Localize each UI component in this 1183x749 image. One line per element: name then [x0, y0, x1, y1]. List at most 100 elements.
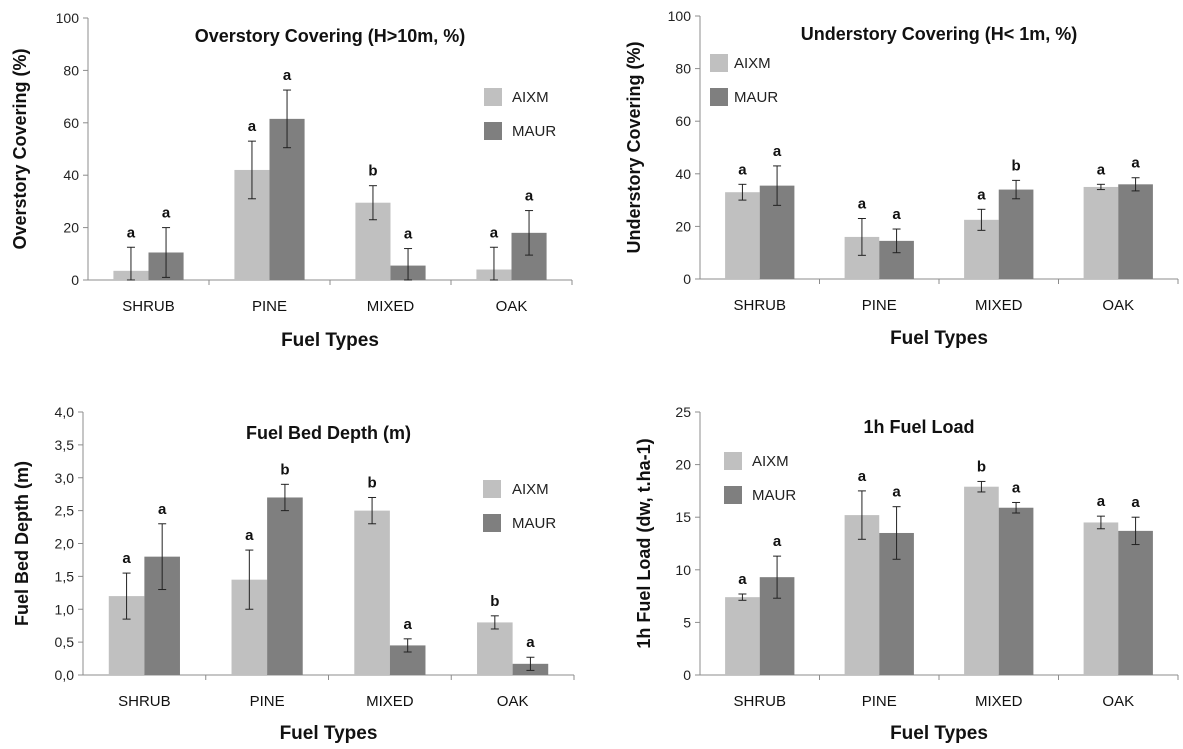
significance-letter: b — [367, 474, 376, 491]
bar-aixm — [964, 486, 999, 675]
significance-letter: a — [248, 118, 257, 135]
y-tick-label: 3,5 — [55, 437, 75, 453]
x-axis-title: Fuel Types — [281, 330, 379, 351]
bar-aixm — [725, 192, 760, 279]
x-category-label: MIXED — [366, 693, 414, 710]
y-tick-label: 3,0 — [55, 470, 75, 486]
y-tick-label: 5 — [683, 614, 691, 630]
significance-letter: a — [1131, 494, 1140, 511]
x-category-label: PINE — [862, 693, 897, 710]
legend-swatch-aixm — [724, 452, 742, 470]
significance-letter: a — [738, 571, 747, 588]
y-tick-label: 0 — [683, 271, 691, 287]
x-category-label: SHRUB — [118, 693, 171, 710]
y-tick-label: 15 — [675, 509, 691, 525]
bar-aixm — [477, 622, 513, 675]
y-tick-label: 100 — [668, 8, 692, 24]
significance-letter: a — [1012, 479, 1021, 496]
significance-letter: a — [122, 550, 131, 567]
x-category-label: PINE — [862, 297, 897, 314]
bar-aixm — [354, 510, 390, 675]
x-category-label: SHRUB — [122, 298, 175, 315]
legend-swatch-maur — [710, 88, 728, 106]
significance-letter: a — [1097, 493, 1106, 510]
significance-letter: a — [858, 196, 867, 213]
significance-letter: a — [858, 468, 867, 485]
x-category-label: OAK — [1102, 297, 1134, 314]
x-category-label: OAK — [497, 693, 529, 710]
significance-letter: b — [280, 461, 289, 478]
x-category-label: MIXED — [975, 693, 1023, 710]
y-tick-label: 0 — [71, 272, 79, 288]
significance-letter: a — [892, 206, 901, 223]
x-category-label: MIXED — [975, 297, 1023, 314]
legend-label: MAUR — [752, 487, 796, 504]
y-axis-title: Overstory Covering (%) — [10, 48, 30, 249]
legend-swatch-maur — [483, 514, 501, 532]
y-tick-label: 80 — [63, 62, 79, 78]
bar-aixm — [725, 597, 760, 675]
legend-label: AIXM — [512, 481, 549, 498]
chart-title: 1h Fuel Load — [863, 417, 974, 437]
legend-label: MAUR — [734, 89, 778, 106]
legend-label: MAUR — [512, 123, 556, 140]
y-axis-title: Fuel Bed Depth (m) — [12, 461, 32, 626]
chart-title: Understory Covering (H< 1m, %) — [801, 24, 1078, 44]
significance-letter: a — [525, 188, 534, 205]
y-tick-label: 0 — [683, 667, 691, 683]
significance-letter: b — [490, 593, 499, 610]
legend-label: AIXM — [752, 453, 789, 470]
significance-letter: a — [245, 527, 254, 544]
chart-title: Overstory Covering (H>10m, %) — [195, 26, 466, 46]
legend-swatch-aixm — [710, 54, 728, 72]
significance-letter: a — [162, 205, 171, 222]
y-tick-label: 20 — [675, 218, 691, 234]
bar-maur — [267, 497, 303, 675]
bar-aixm — [1083, 186, 1119, 279]
y-tick-label: 60 — [63, 115, 79, 131]
significance-letter: a — [127, 224, 136, 241]
significance-letter: b — [1011, 157, 1020, 174]
legend-swatch-maur — [724, 486, 742, 504]
significance-letter: a — [977, 186, 986, 203]
y-tick-label: 0,5 — [55, 634, 75, 650]
bar-maur — [998, 189, 1034, 279]
legend-label: AIXM — [512, 89, 549, 106]
x-category-label: PINE — [250, 693, 285, 710]
significance-letter: a — [1097, 161, 1106, 178]
bar-aixm — [844, 515, 880, 675]
significance-letter: b — [977, 458, 986, 475]
bar-maur — [1118, 184, 1153, 279]
significance-letter: a — [404, 616, 413, 633]
significance-letter: a — [773, 143, 782, 160]
y-tick-label: 20 — [675, 457, 691, 473]
significance-letter: b — [368, 163, 377, 180]
significance-letter: a — [158, 501, 167, 518]
y-tick-label: 10 — [675, 562, 691, 578]
y-axis-title: 1h Fuel Load (dw, t.ha-1) — [634, 438, 654, 648]
y-tick-label: 1,5 — [55, 568, 75, 584]
x-category-label: OAK — [1102, 693, 1134, 710]
significance-letter: a — [773, 533, 782, 550]
y-tick-label: 4,0 — [55, 404, 75, 420]
y-tick-label: 2,5 — [55, 503, 75, 519]
y-tick-label: 0,0 — [55, 667, 75, 683]
y-axis-title: Understory Covering (%) — [624, 41, 644, 253]
x-axis-title: Fuel Types — [890, 328, 988, 349]
y-tick-label: 100 — [56, 10, 80, 26]
y-tick-label: 80 — [675, 61, 691, 77]
y-tick-label: 40 — [675, 166, 691, 182]
y-tick-label: 2,0 — [55, 536, 75, 552]
y-tick-label: 1,0 — [55, 601, 75, 617]
legend-swatch-aixm — [483, 480, 501, 498]
bar-aixm — [1083, 522, 1119, 675]
x-category-label: PINE — [252, 298, 287, 315]
significance-letter: a — [404, 226, 413, 243]
y-tick-label: 25 — [675, 404, 691, 420]
significance-letter: a — [526, 634, 535, 651]
bar-maur — [998, 507, 1034, 675]
significance-letter: a — [490, 224, 499, 241]
significance-letter: a — [892, 484, 901, 501]
legend-label: AIXM — [734, 55, 771, 72]
